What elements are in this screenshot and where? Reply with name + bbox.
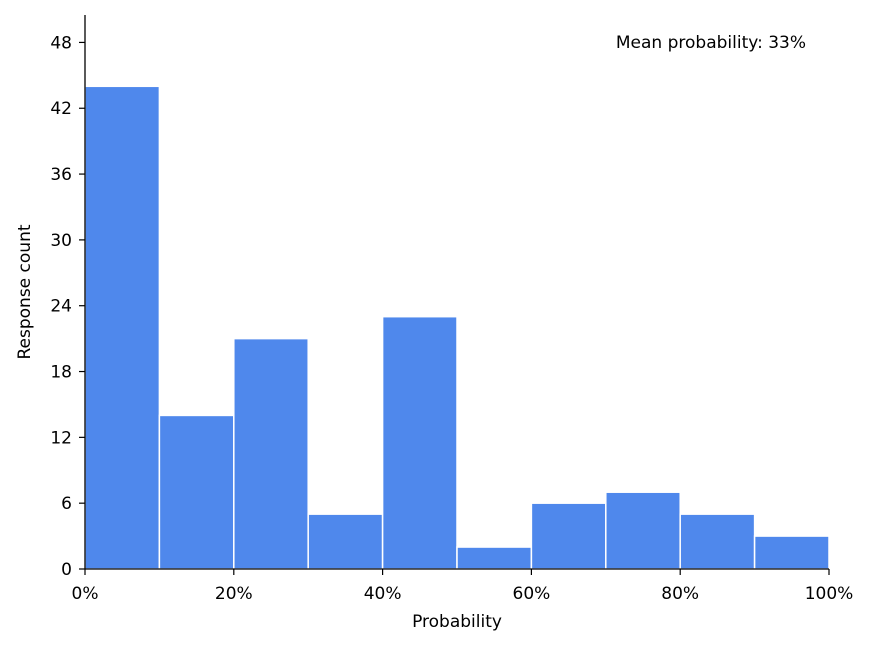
histogram-bar-6 [530, 502, 607, 570]
x-tick-label-3: 60% [513, 584, 551, 604]
x-tick-label-1: 20% [215, 584, 253, 604]
x-tick-label-4: 80% [661, 584, 699, 604]
y-tick-label-5: 30 [50, 231, 72, 251]
histogram-bar-4 [381, 315, 458, 570]
histogram-bar-5 [456, 546, 533, 570]
x-axis-label: Probability [412, 612, 502, 632]
histogram-bar-9 [753, 535, 830, 570]
y-tick-label-2: 12 [50, 428, 72, 448]
y-tick-label-1: 6 [61, 494, 72, 514]
mean-annotation: Mean probability: 33% [616, 33, 806, 53]
bars-group [84, 85, 830, 570]
histogram-bar-8 [679, 513, 756, 570]
y-tick-label-4: 24 [50, 297, 72, 317]
histogram-bar-3 [307, 513, 384, 570]
y-tick-label-7: 42 [50, 99, 72, 119]
x-tick-label-5: 100% [805, 584, 854, 604]
histogram-bar-2 [233, 337, 309, 570]
axes-group [84, 15, 829, 570]
histogram-bar-1 [158, 414, 235, 570]
y-tick-label-0: 0 [61, 560, 72, 580]
x-tick-label-0: 0% [72, 584, 99, 604]
x-tick-label-2: 40% [364, 584, 402, 604]
y-tick-label-6: 36 [50, 165, 72, 185]
x-ticks-group: 0% 20% 40% 60% 80% 100% [72, 569, 854, 604]
y-axis-label: Response count [15, 224, 35, 359]
histogram-bar-0 [84, 85, 161, 570]
y-ticks-group: 0 6 12 18 24 30 36 42 48 [50, 33, 85, 580]
y-tick-label-3: 18 [50, 363, 72, 383]
y-tick-label-8: 48 [50, 33, 72, 53]
histogram-bar-7 [605, 491, 681, 570]
